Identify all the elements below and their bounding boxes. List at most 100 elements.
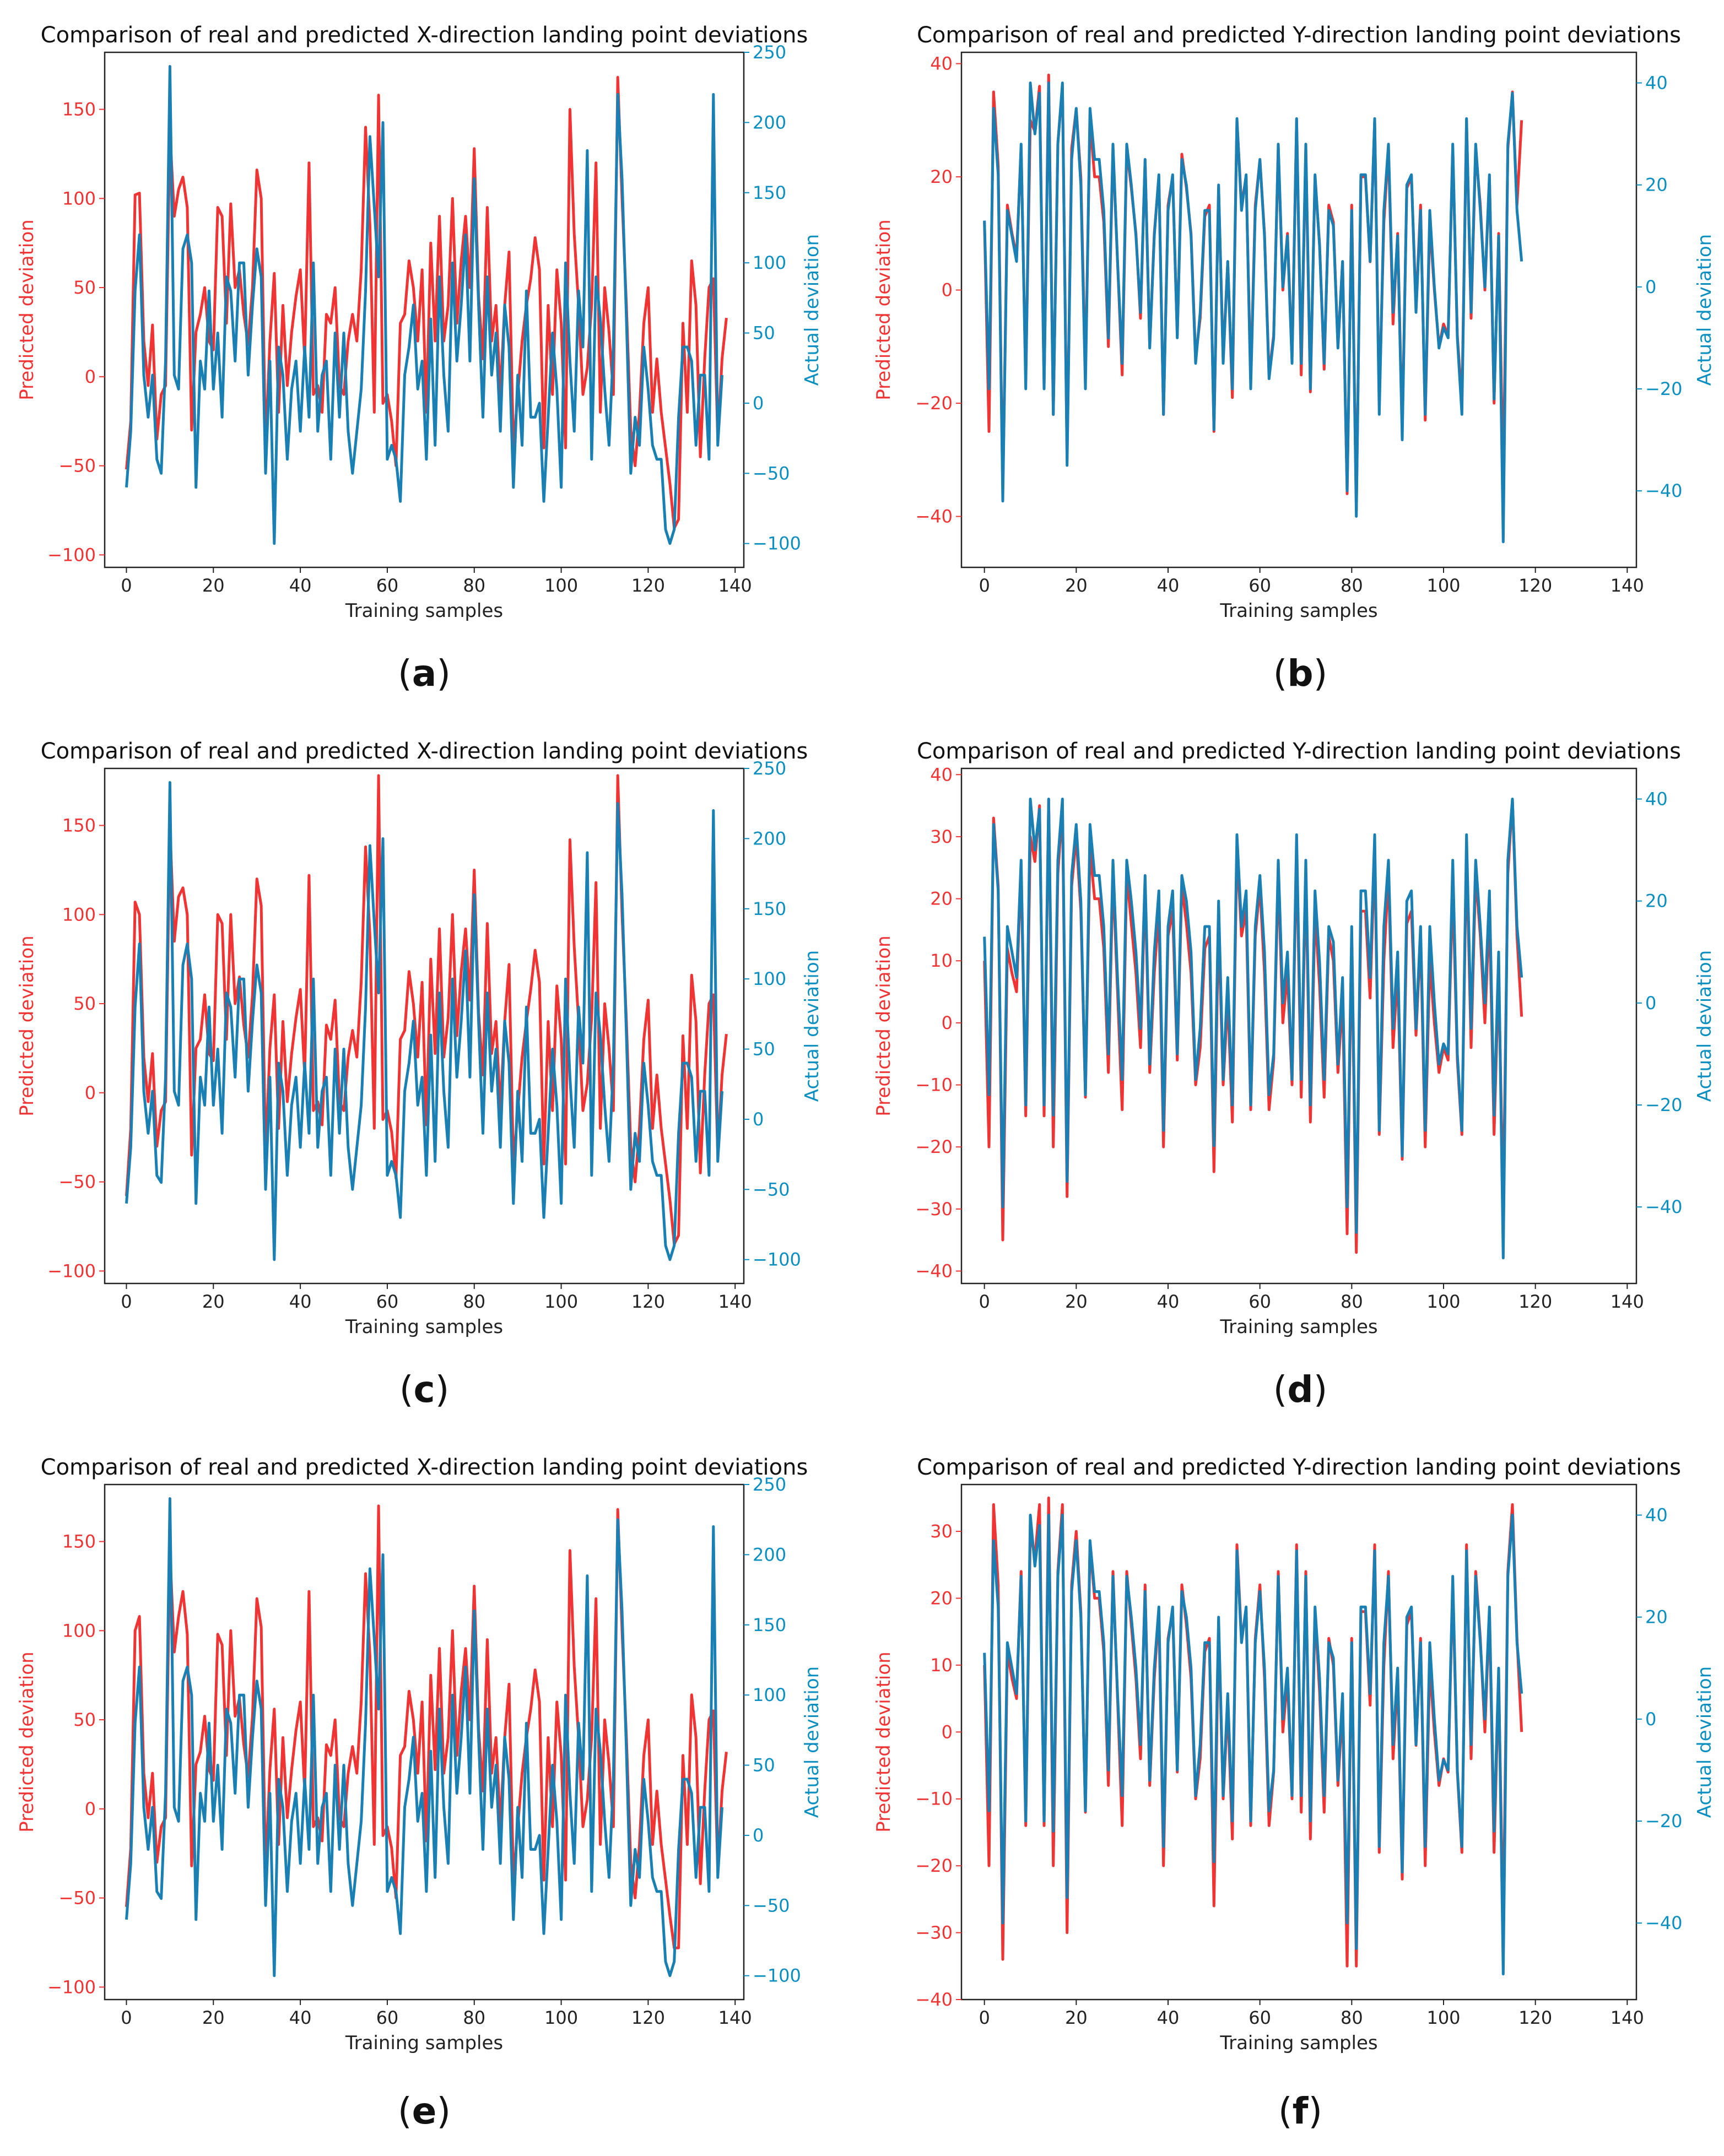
right-tick-label: 0 bbox=[1645, 1709, 1656, 1730]
left-tick-label: 150 bbox=[62, 1531, 96, 1552]
right-tick-label: −40 bbox=[1645, 480, 1683, 501]
actual-series-line bbox=[125, 1497, 723, 1978]
panel-caption-letter: e bbox=[412, 2090, 437, 2132]
x-tick-label: 140 bbox=[1610, 1291, 1644, 1312]
right-tick-label: 250 bbox=[753, 1474, 786, 1495]
left-tick-label: −40 bbox=[915, 1260, 953, 1281]
x-tick-label: 20 bbox=[202, 575, 225, 596]
x-tick-label: 0 bbox=[979, 2007, 990, 2028]
x-axis-label: Training samples bbox=[345, 1316, 503, 1338]
right-tick-label: 150 bbox=[753, 898, 786, 919]
panel-caption-letter: d bbox=[1287, 1368, 1313, 1411]
left-tick-label: −40 bbox=[915, 506, 953, 527]
x-tick-label: 40 bbox=[1157, 1291, 1180, 1312]
left-tick-label: 0 bbox=[85, 1799, 96, 1819]
left-tick-label: −50 bbox=[58, 1172, 96, 1193]
chart-title: Comparison of real and predicted Y-direc… bbox=[917, 1455, 1681, 1480]
x-tick-label: 120 bbox=[1518, 2007, 1552, 2028]
left-tick-label: 10 bbox=[930, 1655, 953, 1676]
x-tick-label: 0 bbox=[979, 575, 990, 596]
right-tick-label: 100 bbox=[753, 252, 786, 273]
right-axis-label: Actual deviation bbox=[801, 1666, 823, 1818]
right-tick-label: −40 bbox=[1645, 1196, 1683, 1217]
panel-caption: (b) bbox=[1273, 652, 1328, 695]
plot-frame bbox=[960, 767, 1637, 1285]
left-tick-label: 10 bbox=[930, 950, 953, 971]
chart-panel-e: Comparison of real and predicted X-direc… bbox=[16, 1455, 823, 2132]
x-tick-label: 60 bbox=[1249, 1291, 1271, 1312]
left-tick-label: 0 bbox=[85, 366, 96, 387]
right-tick-label: −100 bbox=[753, 533, 801, 554]
right-tick-label: 0 bbox=[1645, 993, 1656, 1014]
chart-panel-a: Comparison of real and predicted X-direc… bbox=[16, 23, 823, 695]
right-tick-label: 40 bbox=[1645, 73, 1668, 94]
left-tick-label: −50 bbox=[58, 1888, 96, 1909]
x-axis-label: Training samples bbox=[1219, 1316, 1377, 1338]
right-tick-label: 150 bbox=[753, 182, 786, 203]
x-tick-label: 40 bbox=[1157, 575, 1180, 596]
x-tick-label: 100 bbox=[1426, 1291, 1460, 1312]
chart-title: Comparison of real and predicted X-direc… bbox=[41, 1455, 808, 1480]
actual-series-line bbox=[983, 798, 1523, 1260]
left-tick-label: 100 bbox=[62, 1620, 96, 1641]
panel-caption: (e) bbox=[398, 2090, 451, 2132]
plot-frame bbox=[104, 767, 745, 1285]
right-tick-label: 0 bbox=[753, 1825, 764, 1846]
left-tick-label: 20 bbox=[930, 1588, 953, 1608]
chart-title: Comparison of real and predicted X-direc… bbox=[41, 739, 808, 764]
x-tick-label: 20 bbox=[1065, 2007, 1088, 2028]
right-tick-label: 0 bbox=[753, 393, 764, 414]
x-tick-label: 80 bbox=[463, 1291, 485, 1312]
x-tick-label: 40 bbox=[289, 1291, 312, 1312]
left-tick-label: 0 bbox=[942, 1012, 953, 1033]
right-tick-label: 250 bbox=[753, 758, 786, 779]
x-tick-label: 0 bbox=[121, 1291, 132, 1312]
left-tick-label: −30 bbox=[915, 1922, 953, 1943]
actual-series-line bbox=[125, 65, 723, 545]
x-tick-label: 80 bbox=[1341, 1291, 1363, 1312]
left-tick-label: 20 bbox=[930, 889, 953, 909]
x-tick-label: 0 bbox=[121, 575, 132, 596]
right-tick-label: 50 bbox=[753, 1755, 775, 1776]
left-tick-label: −20 bbox=[915, 393, 953, 414]
x-tick-label: 120 bbox=[631, 575, 665, 596]
right-tick-label: 100 bbox=[753, 968, 786, 989]
right-axis-label: Actual deviation bbox=[801, 950, 823, 1102]
x-tick-label: 0 bbox=[979, 1291, 990, 1312]
right-tick-label: 40 bbox=[1645, 789, 1668, 810]
left-tick-label: 100 bbox=[62, 188, 96, 209]
left-axis-label: Predicted deviation bbox=[16, 1651, 38, 1832]
right-tick-label: 20 bbox=[1645, 175, 1668, 196]
x-tick-label: 20 bbox=[1065, 1291, 1088, 1312]
chart-title: Comparison of real and predicted Y-direc… bbox=[917, 739, 1681, 764]
plot-frame bbox=[960, 51, 1637, 568]
x-tick-label: 80 bbox=[1341, 575, 1363, 596]
right-axis-label: Actual deviation bbox=[1694, 234, 1716, 386]
right-tick-label: 200 bbox=[753, 112, 786, 133]
left-tick-label: 40 bbox=[930, 53, 953, 74]
left-tick-label: 50 bbox=[73, 277, 96, 298]
x-tick-label: 100 bbox=[1426, 2007, 1460, 2028]
x-tick-label: 140 bbox=[718, 1291, 752, 1312]
right-tick-label: 50 bbox=[753, 1039, 775, 1060]
left-tick-label: −100 bbox=[47, 1260, 96, 1281]
x-tick-label: 140 bbox=[718, 2007, 752, 2028]
actual-series-line bbox=[125, 781, 723, 1261]
x-tick-label: 60 bbox=[1249, 2007, 1271, 2028]
x-tick-label: 60 bbox=[376, 1291, 399, 1312]
left-tick-label: −20 bbox=[915, 1136, 953, 1157]
left-tick-label: −10 bbox=[915, 1075, 953, 1096]
panel-caption-letter: f bbox=[1293, 2090, 1309, 2132]
plot-frame bbox=[104, 51, 745, 568]
right-tick-label: −40 bbox=[1645, 1913, 1683, 1933]
right-tick-label: 0 bbox=[753, 1109, 764, 1130]
panel-caption: (c) bbox=[399, 1368, 450, 1411]
x-tick-label: 100 bbox=[544, 2007, 578, 2028]
right-tick-label: 50 bbox=[753, 323, 775, 344]
left-axis-label: Predicted deviation bbox=[873, 935, 895, 1116]
x-tick-label: 20 bbox=[202, 2007, 225, 2028]
left-tick-label: 30 bbox=[930, 1521, 953, 1542]
x-axis-label: Training samples bbox=[1219, 600, 1377, 622]
x-tick-label: 60 bbox=[1249, 575, 1271, 596]
left-tick-label: −30 bbox=[915, 1199, 953, 1220]
